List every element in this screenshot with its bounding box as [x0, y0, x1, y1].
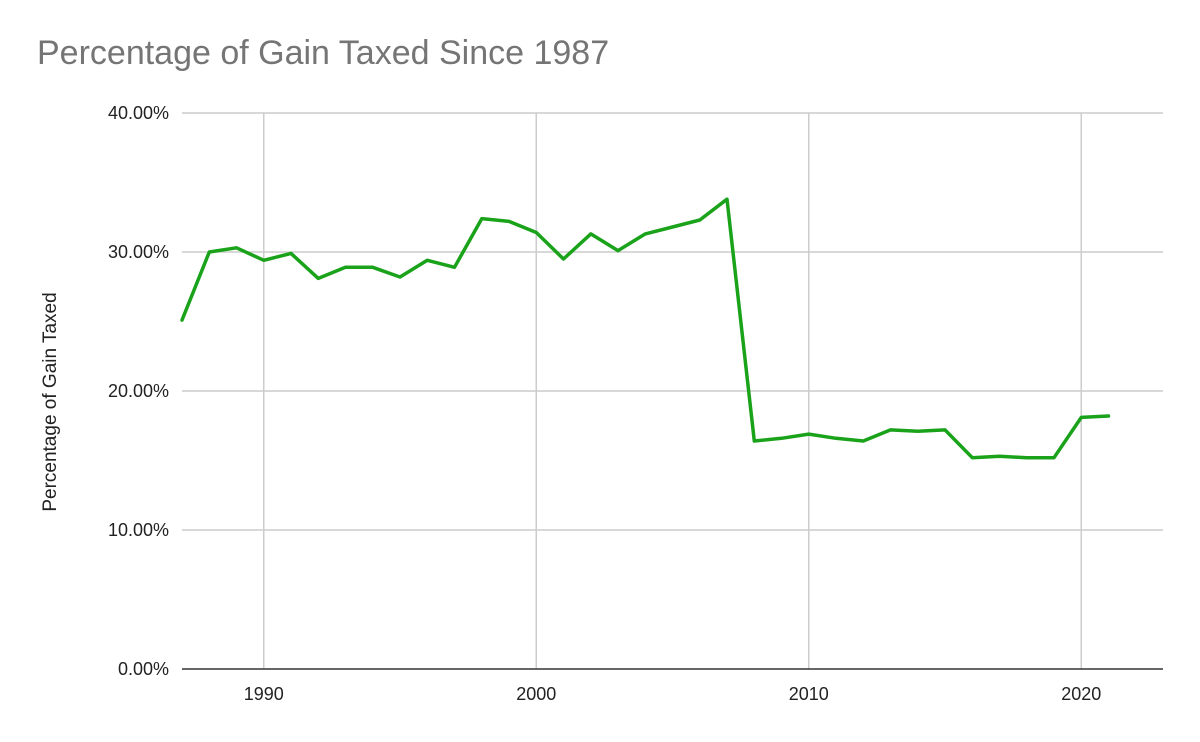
tick-labels: 0.00% 10.00% 20.00% 30.00% 40.00% 1990 2000 201…: [108, 103, 1101, 704]
y-tick-label: 10.00%: [108, 520, 169, 540]
y-axis-label: Percentage of Gain Taxed: [40, 292, 61, 511]
y-tick-label: 30.00%: [108, 242, 169, 262]
y-tick-label: 40.00%: [108, 103, 169, 123]
y-tick-label: 20.00%: [108, 381, 169, 401]
x-tick-label: 1990: [244, 684, 284, 704]
y-tick-label: 0.00%: [118, 659, 169, 679]
x-tick-label: 2020: [1061, 684, 1101, 704]
series-lines: [180, 197, 1111, 460]
series-line: [180, 197, 1111, 460]
x-tick-label: 2010: [789, 684, 829, 704]
grid-lines: [182, 112, 1163, 669]
x-tick-label: 2000: [516, 684, 556, 704]
chart-title: Percentage of Gain Taxed Since 1987: [37, 34, 610, 72]
